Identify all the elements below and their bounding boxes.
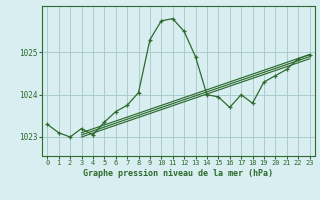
X-axis label: Graphe pression niveau de la mer (hPa): Graphe pression niveau de la mer (hPa) [84, 169, 273, 178]
